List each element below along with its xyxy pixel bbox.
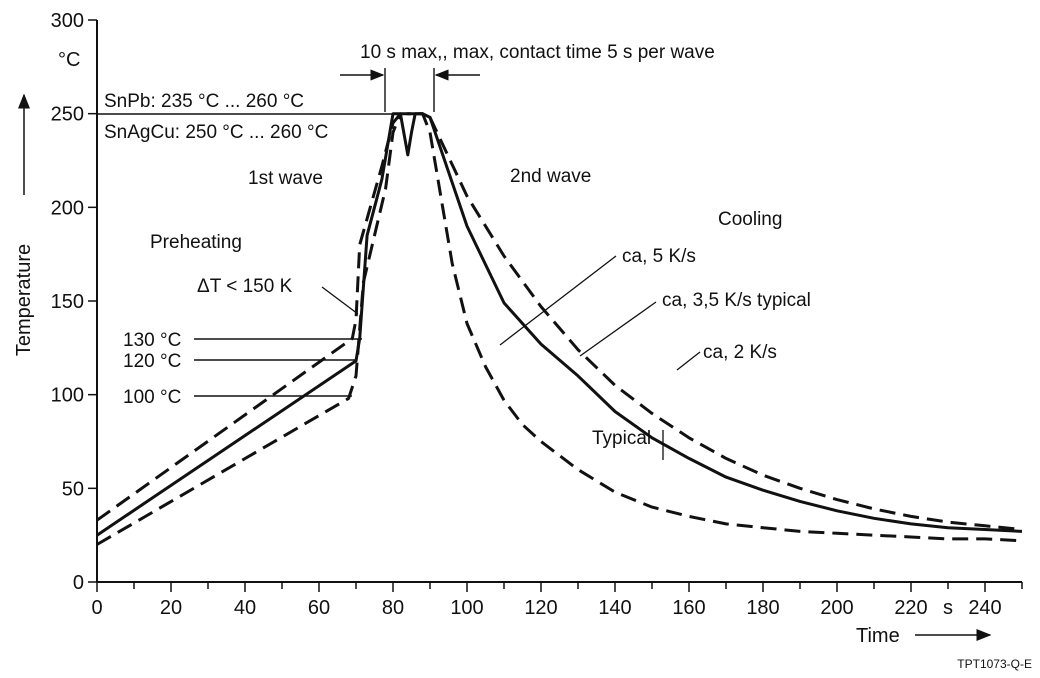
x-tick-label: 80 — [382, 597, 404, 619]
x-ticks: 0 20 40 60 80 100 120 140 160 180 200 220 240 — [91, 582, 1023, 619]
delta-t-leader — [321, 286, 359, 315]
ref-label-100: 100 °C — [123, 387, 181, 408]
rate-35-label: ca, 3,5 K/s typical — [662, 290, 811, 311]
y-unit-label: °C — [58, 49, 80, 71]
x-tick-label: 120 — [524, 597, 557, 619]
ref-label-120: 120 °C — [123, 351, 181, 372]
typical-label: Typical — [592, 428, 651, 449]
x-tick-label: 220 — [894, 597, 927, 619]
series-line-3 — [96, 112, 1023, 546]
snagcu-range-label: SnAgCu: 250 °C ... 260 °C — [104, 122, 328, 143]
x-tick-label: 40 — [234, 597, 256, 619]
x-axis-title: Time — [856, 625, 992, 647]
y-tick-label: 50 — [62, 478, 84, 500]
x-tick-label: 180 — [746, 597, 779, 619]
y-ticks: 0 50 100 150 200 250 300 — [51, 10, 97, 594]
rate-5-label: ca, 5 K/s — [622, 246, 696, 267]
second-wave-label: 2nd wave — [510, 166, 591, 187]
delta-t-label: ΔT < 150 K — [197, 276, 293, 297]
cooling-label: Cooling — [718, 209, 782, 230]
y-tick-label: 250 — [51, 104, 84, 126]
series-line-1 — [96, 112, 1023, 531]
x-tick-label: 20 — [160, 597, 182, 619]
figure-code: TPT1073-Q-E — [957, 657, 1032, 671]
preheating-label: Preheating — [150, 232, 242, 253]
y-axis-title: Temperature — [13, 93, 35, 356]
x-tick-label: 240 — [968, 597, 1001, 619]
x-unit-label: s — [943, 597, 953, 619]
time-window-label: 10 s max,, max, contact time 5 s per wav… — [360, 42, 715, 63]
x-tick-label: 100 — [450, 597, 483, 619]
x-tick-label: 60 — [308, 597, 330, 619]
y-tick-label: 0 — [73, 572, 84, 594]
first-wave-label: 1st wave — [248, 168, 323, 189]
ref-label-130: 130 °C — [123, 330, 181, 351]
y-tick-label: 150 — [51, 291, 84, 313]
rate-2-label: ca, 2 K/s — [703, 342, 777, 363]
rate-5-leader — [499, 255, 617, 346]
series-layer — [96, 112, 1023, 546]
snpb-range-label: SnPb: 235 °C ... 260 °C — [104, 91, 304, 112]
y-tick-label: 100 — [51, 385, 84, 407]
y-tick-label: 300 — [51, 10, 84, 32]
y-tick-label: 200 — [51, 197, 84, 219]
x-tick-label: 140 — [598, 597, 631, 619]
rate-2-leader — [676, 351, 701, 371]
time-window-dimension — [340, 68, 480, 112]
series-line-2 — [96, 112, 1023, 537]
x-tick-label: 200 — [820, 597, 853, 619]
x-tick-label: 160 — [672, 597, 705, 619]
rate-35-leader — [579, 301, 657, 357]
x-tick-label: 0 — [91, 597, 102, 619]
svg-text:Temperature: Temperature — [13, 244, 35, 356]
svg-text:Time: Time — [856, 625, 900, 647]
